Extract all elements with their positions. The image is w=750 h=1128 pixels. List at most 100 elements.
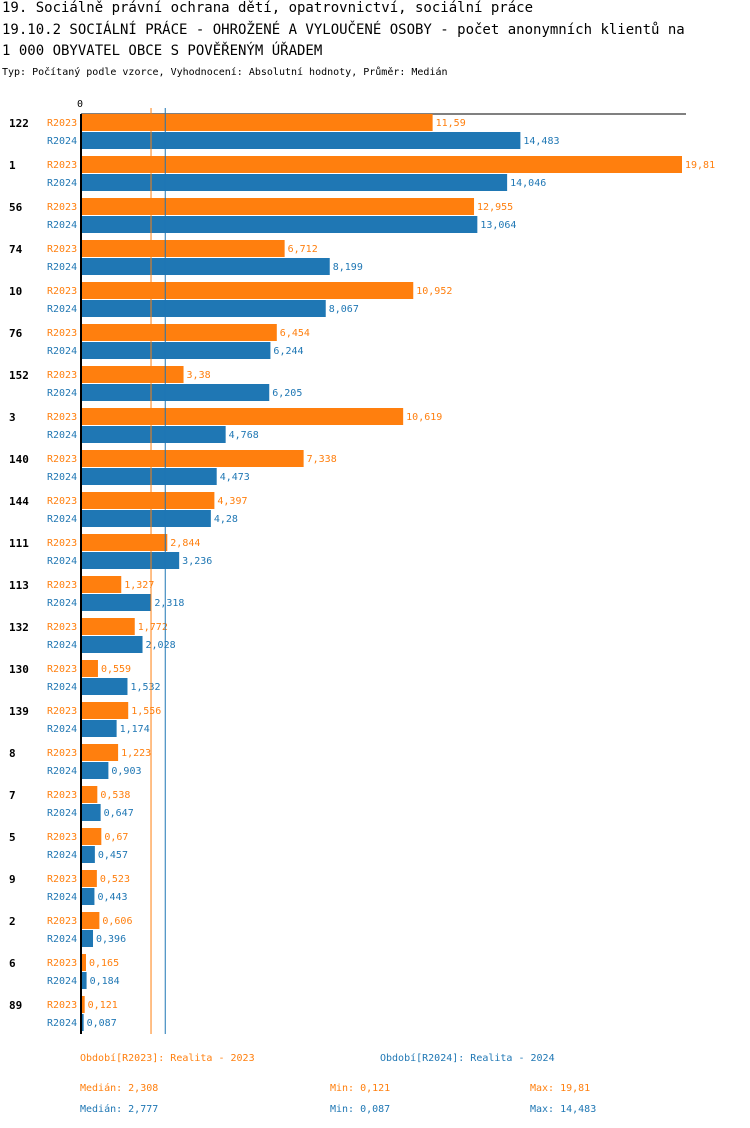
bar-r2024 [81,888,95,905]
series-label: R2024 [47,178,77,189]
value-label: 0,184 [90,976,120,987]
bar-r2023 [81,324,277,341]
category-label: 139 [9,705,29,718]
bar-r2023 [81,198,475,215]
series-label: R2023 [47,538,77,549]
series-label: R2024 [47,640,77,651]
bar-r2024 [81,216,478,233]
bar-r2024 [81,1014,84,1031]
bar-r2023 [81,366,184,383]
bar-r2024 [81,762,109,779]
category-label: 140 [9,453,29,466]
bar-r2024 [81,342,271,359]
series-label: R2023 [47,916,77,927]
value-label: 6,712 [288,244,318,255]
bar-r2023 [81,576,122,593]
bar-r2023 [81,660,98,677]
series-label: R2024 [47,388,77,399]
category-label: 9 [9,873,16,886]
category-label: 76 [9,327,23,340]
bar-r2024 [81,300,326,317]
bar-r2024 [81,636,143,653]
value-label: 4,397 [217,496,247,507]
value-label: 0,559 [101,664,131,675]
series-label: R2023 [47,580,77,591]
value-label: 1,772 [138,622,168,633]
series-label: R2023 [47,202,77,213]
bar-r2023 [81,618,135,635]
value-label: 10,952 [416,286,452,297]
bar-r2023 [81,240,285,257]
value-label: 0,647 [104,808,134,819]
category-label: 5 [9,831,16,844]
value-label: 3,236 [182,556,212,567]
value-label: 0,165 [89,958,119,969]
value-label: 3,38 [187,370,211,381]
bar-r2023 [81,870,97,887]
bar-r2024 [81,468,217,485]
bar-r2023 [81,744,119,761]
series-label: R2023 [47,454,77,465]
value-label: 1,174 [120,724,150,735]
category-label: 56 [9,201,23,214]
value-label: 0,606 [102,916,132,927]
bar-r2023 [81,534,168,551]
series-label: R2024 [47,1018,77,1029]
series-label: R2023 [47,832,77,843]
category-label: 3 [9,411,16,424]
chart-subtitle: Typ: Počítaný podle vzorce, Vyhodnocení:… [2,67,448,78]
category-label: 10 [9,285,22,298]
axis-zero-label: 0 [77,99,83,110]
series-label: R2023 [47,286,77,297]
bar-r2023 [81,996,85,1013]
value-label: 10,619 [406,412,442,423]
series-label: R2023 [47,958,77,969]
category-label: 2 [9,915,16,928]
category-label: 89 [9,999,22,1012]
bar-r2023 [81,408,404,425]
series-label: R2023 [47,160,77,171]
series-label: R2023 [47,706,77,717]
category-label: 122 [9,117,29,130]
series-label: R2023 [47,496,77,507]
value-label: 1,327 [124,580,154,591]
series-label: R2024 [47,514,77,525]
series-label: R2023 [47,748,77,759]
bar-r2024 [81,174,508,191]
value-label: 0,443 [97,892,127,903]
series-label: R2024 [47,850,77,861]
max-r2024: Max: 14,483 [530,1104,597,1115]
value-label: 0,903 [111,766,141,777]
series-label: R2024 [47,892,77,903]
bar-r2023 [81,786,98,803]
value-label: 1,223 [121,748,151,759]
bar-r2024 [81,594,152,611]
category-label: 113 [9,579,29,592]
category-label: 7 [9,789,16,802]
bar-r2024 [81,804,101,821]
category-label: 74 [9,243,23,256]
value-label: 12,955 [477,202,513,213]
chart-title-line2: 19.10.2 SOCIÁLNÍ PRÁCE - OHROŽENÉ A VYLO… [2,22,685,38]
bar-r2023 [81,450,304,467]
bar-r2024 [81,510,211,527]
bar-r2024 [81,678,128,695]
value-label: 0,67 [104,832,128,843]
series-label: R2024 [47,724,77,735]
category-label: 6 [9,957,16,970]
bar-r2024 [81,132,521,149]
category-label: 111 [9,537,29,550]
value-label: 0,396 [96,934,126,945]
series-label: R2023 [47,790,77,801]
series-label: R2024 [47,346,77,357]
series-label: R2023 [47,328,77,339]
value-label: 2,028 [146,640,176,651]
bar-r2024 [81,720,117,737]
bar-r2023 [81,828,102,845]
legend-r2024: Období[R2024]: Realita - 2024 [380,1053,555,1064]
series-label: R2023 [47,118,77,129]
series-label: R2023 [47,244,77,255]
series-label: R2023 [47,1000,77,1011]
value-label: 0,087 [87,1018,117,1029]
bar-r2023 [81,912,100,929]
